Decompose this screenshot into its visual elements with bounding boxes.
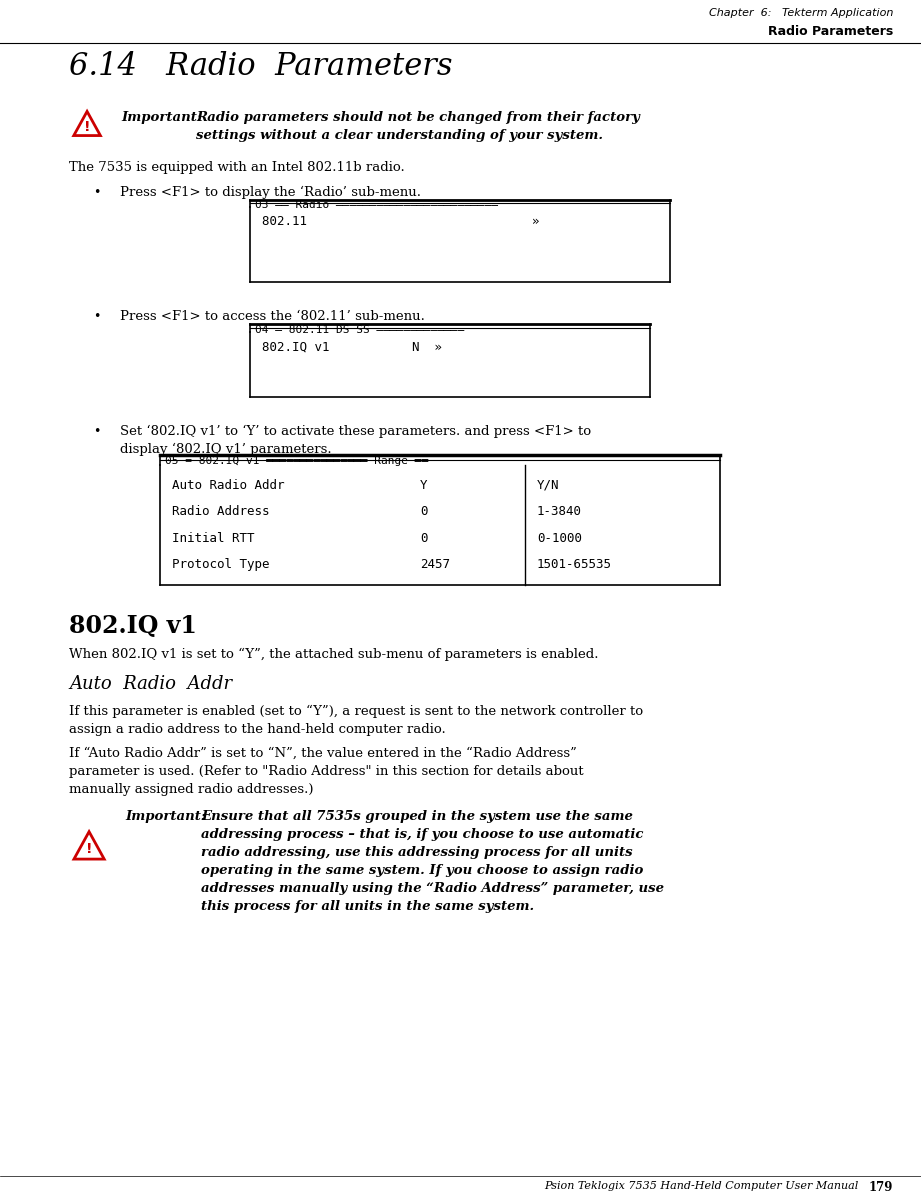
Text: Chapter  6:   Tekterm Application: Chapter 6: Tekterm Application xyxy=(709,8,893,18)
Text: Initial RTT: Initial RTT xyxy=(172,531,254,545)
Text: radio addressing, use this addressing process for all units: radio addressing, use this addressing pr… xyxy=(201,846,633,859)
Polygon shape xyxy=(74,111,100,135)
Text: The 7535 is equipped with an Intel 802.11b radio.: The 7535 is equipped with an Intel 802.1… xyxy=(69,160,405,174)
Text: this process for all units in the same system.: this process for all units in the same s… xyxy=(201,900,534,913)
Text: Radio parameters should not be changed from their factory: Radio parameters should not be changed f… xyxy=(196,111,640,123)
Text: Psion Teklogix 7535 Hand-Held Computer User Manual: Psion Teklogix 7535 Hand-Held Computer U… xyxy=(544,1181,858,1191)
Text: 802.IQ v1           N  »: 802.IQ v1 N » xyxy=(262,340,442,353)
Text: 1501-65535: 1501-65535 xyxy=(537,558,612,571)
Text: 179: 179 xyxy=(869,1181,893,1195)
Text: •: • xyxy=(93,425,100,438)
Text: 802.11                              »: 802.11 » xyxy=(262,215,540,229)
Text: manually assigned radio addresses.): manually assigned radio addresses.) xyxy=(69,783,313,796)
Text: If this parameter is enabled (set to “Y”), a request is sent to the network cont: If this parameter is enabled (set to “Y”… xyxy=(69,705,643,718)
Text: addresses manually using the “Radio Address” parameter, use: addresses manually using the “Radio Addr… xyxy=(201,882,664,895)
Text: Radio Parameters: Radio Parameters xyxy=(768,25,893,38)
Text: Auto Radio Addr: Auto Radio Addr xyxy=(172,479,285,492)
Polygon shape xyxy=(74,832,104,859)
Text: operating in the same system. If you choose to assign radio: operating in the same system. If you cho… xyxy=(201,864,644,877)
Text: 6.14   Radio  Parameters: 6.14 Radio Parameters xyxy=(69,51,452,81)
Text: Press <F1> to access the ‘802.11’ sub-menu.: Press <F1> to access the ‘802.11’ sub-me… xyxy=(120,310,425,323)
Text: 0-1000: 0-1000 xyxy=(537,531,582,545)
Text: When 802.IQ v1 is set to “Y”, the attached sub-menu of parameters is enabled.: When 802.IQ v1 is set to “Y”, the attach… xyxy=(69,648,599,661)
Text: Y: Y xyxy=(420,479,427,492)
Text: •: • xyxy=(93,186,100,199)
Text: 03 ══ Radio ════════════════════════: 03 ══ Radio ════════════════════════ xyxy=(255,200,498,209)
Text: Ensure that all 7535s grouped in the system use the same: Ensure that all 7535s grouped in the sys… xyxy=(201,810,633,824)
Text: 802.IQ v1: 802.IQ v1 xyxy=(69,614,197,638)
Text: settings without a clear understanding of your system.: settings without a clear understanding o… xyxy=(196,129,603,141)
Text: •: • xyxy=(93,310,100,323)
Text: !: ! xyxy=(84,120,90,134)
Text: 04 ═ 802.11 DS SS ═════════════: 04 ═ 802.11 DS SS ═════════════ xyxy=(255,324,464,335)
Text: Radio Address: Radio Address xyxy=(172,505,270,518)
Text: addressing process – that is, if you choose to use automatic: addressing process – that is, if you cho… xyxy=(201,828,644,841)
Text: Auto  Radio  Addr: Auto Radio Addr xyxy=(69,675,232,693)
Text: Protocol Type: Protocol Type xyxy=(172,558,270,571)
Text: 05 = 802.IQ v1 ═══════════════ Range ══: 05 = 802.IQ v1 ═══════════════ Range ══ xyxy=(165,456,428,466)
Text: Y/N: Y/N xyxy=(537,479,559,492)
Text: parameter is used. (Refer to "Radio Address" in this section for details about: parameter is used. (Refer to "Radio Addr… xyxy=(69,765,584,778)
Text: 0: 0 xyxy=(420,505,427,518)
Text: Important:: Important: xyxy=(121,111,202,123)
Text: 0: 0 xyxy=(420,531,427,545)
Text: If “Auto Radio Addr” is set to “N”, the value entered in the “Radio Address”: If “Auto Radio Addr” is set to “N”, the … xyxy=(69,747,577,760)
Text: 2457: 2457 xyxy=(420,558,450,571)
Text: assign a radio address to the hand-held computer radio.: assign a radio address to the hand-held … xyxy=(69,723,446,736)
Text: Press <F1> to display the ‘Radio’ sub-menu.: Press <F1> to display the ‘Radio’ sub-me… xyxy=(120,186,421,199)
Text: Set ‘802.IQ v1’ to ‘Y’ to activate these parameters. and press <F1> to: Set ‘802.IQ v1’ to ‘Y’ to activate these… xyxy=(120,425,591,438)
Text: 1-3840: 1-3840 xyxy=(537,505,582,518)
Text: display ‘802.IQ v1’ parameters.: display ‘802.IQ v1’ parameters. xyxy=(120,443,332,456)
Text: !: ! xyxy=(86,843,92,856)
Text: Important:: Important: xyxy=(125,810,205,824)
